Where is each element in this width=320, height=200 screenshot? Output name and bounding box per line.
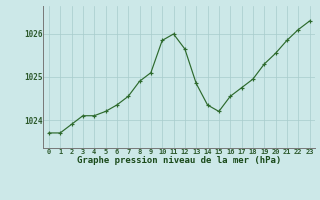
X-axis label: Graphe pression niveau de la mer (hPa): Graphe pression niveau de la mer (hPa) (77, 156, 281, 165)
